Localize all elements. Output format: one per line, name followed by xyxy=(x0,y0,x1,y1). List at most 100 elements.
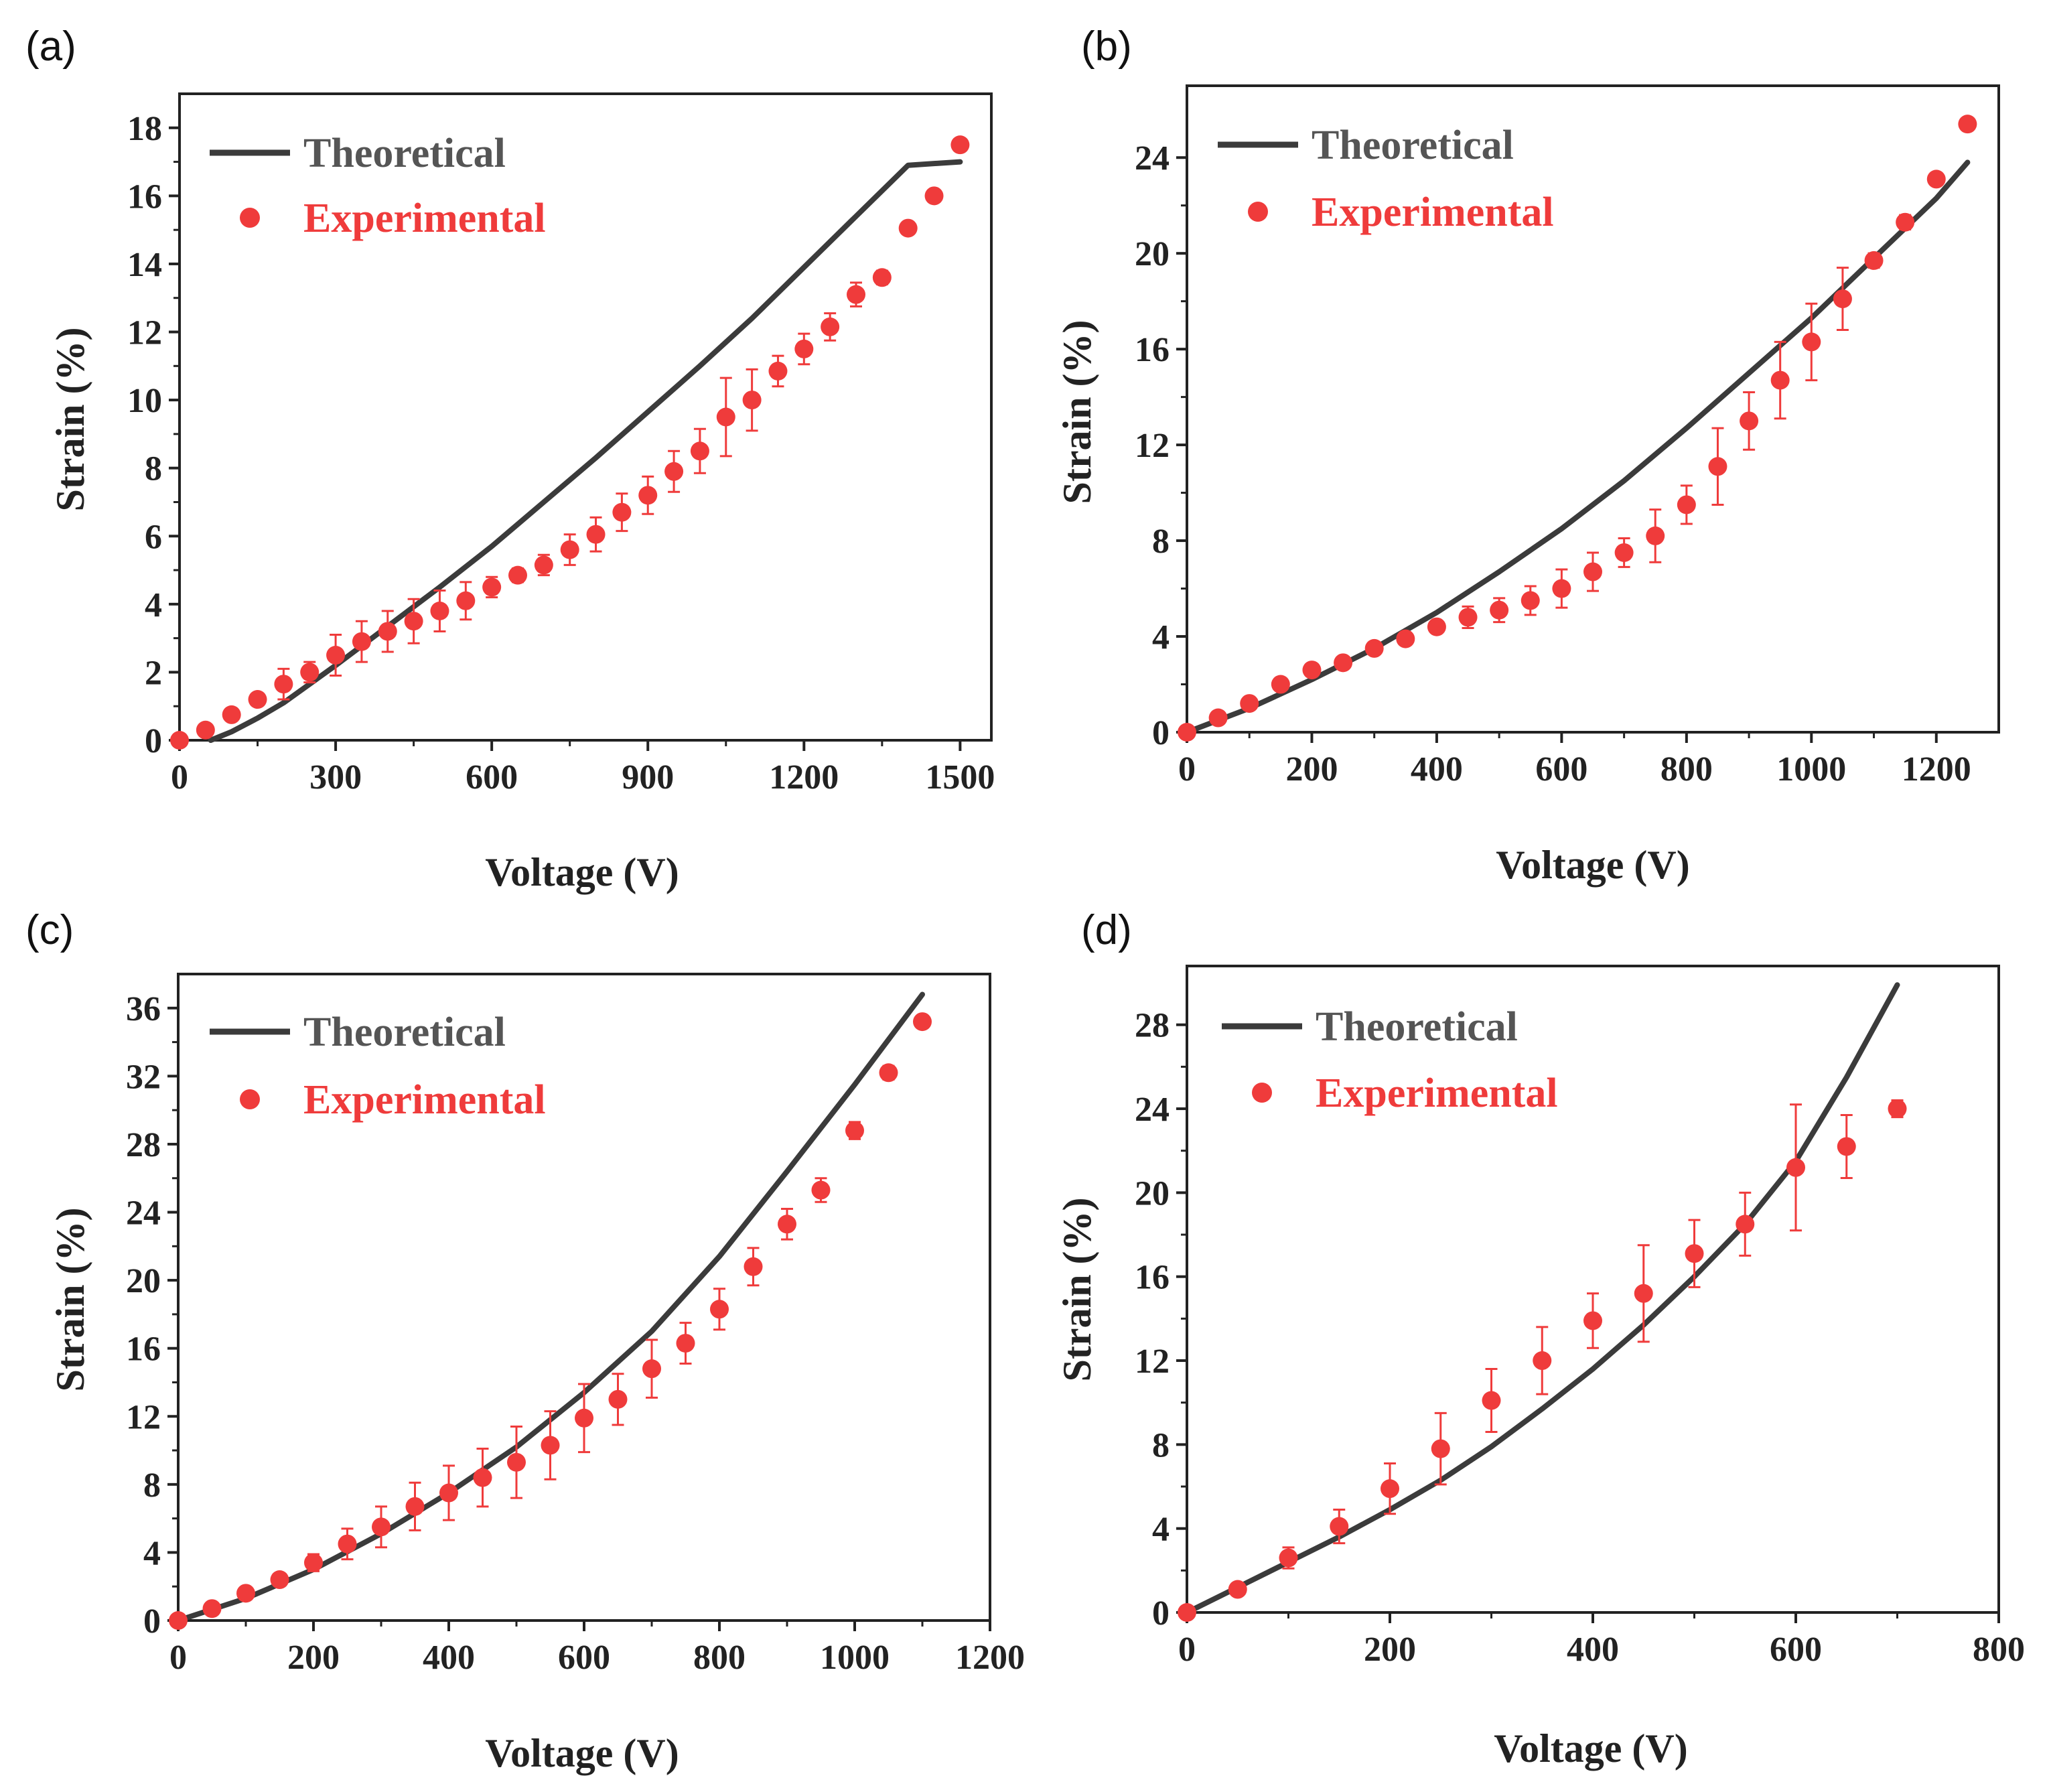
y-tick-label: 12 xyxy=(1135,427,1170,465)
experimental-point xyxy=(1833,289,1852,309)
experimental-point xyxy=(1334,653,1353,673)
legend-experimental-label: Experimental xyxy=(1316,1071,1558,1116)
experimental-point xyxy=(710,1300,729,1319)
y-tick-label: 16 xyxy=(126,1330,161,1369)
plot-area: 0 300 600 900 1200 1500 0 2 4 6 8 10 12 14 16 18 xyxy=(127,92,995,797)
y-axis-title: Strain (%) xyxy=(1055,320,1099,504)
experimental-point xyxy=(1533,1351,1552,1371)
y-tick-label: 8 xyxy=(1152,1426,1170,1464)
experimental-point xyxy=(1802,332,1821,352)
experimental-point xyxy=(1208,708,1228,728)
legend-experimental-label: Experimental xyxy=(303,196,546,241)
y-tick-label: 0 xyxy=(1152,1594,1170,1633)
experimental-point xyxy=(1685,1244,1704,1263)
experimental-point xyxy=(1228,1580,1247,1599)
experimental-point xyxy=(1427,617,1446,636)
y-tick-label: 10 xyxy=(127,382,162,420)
panel-label: (d) xyxy=(1081,907,1132,953)
experimental-point xyxy=(1740,411,1759,431)
panel-b: (b) Strain (%) Voltage (V) 0 200 400 600 800… xyxy=(1055,23,2000,887)
experimental-point xyxy=(1837,1137,1856,1156)
experimental-point xyxy=(352,632,371,651)
y-tick-label: 4 xyxy=(145,586,162,624)
experimental-point xyxy=(456,591,476,610)
experimental-point xyxy=(1330,1517,1349,1536)
x-tick-label: 400 xyxy=(1567,1631,1619,1669)
experimental-point xyxy=(872,268,892,287)
experimental-point xyxy=(924,186,944,206)
y-tick-label: 8 xyxy=(1152,523,1170,561)
experimental-point xyxy=(534,555,553,575)
y-axis-title: Strain (%) xyxy=(1055,1198,1099,1382)
legend-experimental-marker xyxy=(1252,1083,1272,1103)
x-tick-label: 400 xyxy=(423,1639,475,1677)
experimental-point xyxy=(950,135,970,155)
experimental-point xyxy=(1396,629,1415,648)
experimental-point xyxy=(1302,661,1322,680)
experimental-point xyxy=(1490,600,1509,620)
experimental-point xyxy=(270,1570,289,1590)
y-tick-label: 28 xyxy=(126,1126,161,1164)
y-tick-label: 20 xyxy=(126,1262,161,1300)
panel-d: (d) Strain (%) Voltage (V) 0 200 400 600 800… xyxy=(1055,907,2025,1771)
experimental-point xyxy=(1178,1603,1196,1622)
experimental-point xyxy=(170,731,189,750)
experimental-point xyxy=(405,1497,425,1516)
experimental-point xyxy=(1279,1548,1298,1568)
y-tick-label: 12 xyxy=(127,314,162,352)
experimental-point xyxy=(1786,1158,1805,1177)
experimental-point xyxy=(1583,562,1602,581)
x-tick-label: 600 xyxy=(1770,1631,1822,1669)
experimental-point xyxy=(586,525,606,544)
y-tick-label: 18 xyxy=(127,110,162,148)
y-tick-label: 14 xyxy=(127,246,162,284)
experimental-point xyxy=(372,1517,391,1537)
y-tick-label: 4 xyxy=(1152,618,1170,657)
legend: Theoretical Experimental xyxy=(1222,1004,1558,1116)
experimental-point xyxy=(222,705,241,724)
y-tick-label: 24 xyxy=(126,1194,161,1233)
experimental-point xyxy=(1552,579,1571,598)
experimental-point xyxy=(507,1452,526,1472)
x-tick-label: 1200 xyxy=(955,1639,1025,1677)
experimental-point xyxy=(1926,169,1946,189)
plot-frame xyxy=(1186,84,2000,734)
experimental-point xyxy=(608,1389,628,1409)
x-tick-label: 1500 xyxy=(925,758,995,797)
y-tick-label: 6 xyxy=(145,518,162,556)
plot-area: 0 200 400 600 800 0 4 8 12 16 20 24 28 xyxy=(1135,965,2025,1669)
x-axis-title: Voltage (V) xyxy=(485,850,679,894)
experimental-point xyxy=(430,602,449,620)
experimental-point xyxy=(202,1599,222,1618)
experimental-point xyxy=(716,407,735,427)
y-tick-label: 0 xyxy=(143,1602,161,1641)
experimental-point xyxy=(742,391,762,410)
experimental-point xyxy=(482,577,502,597)
x-tick-label: 600 xyxy=(1535,750,1587,788)
legend: Theoretical Experimental xyxy=(210,131,546,241)
x-tick-label: 1200 xyxy=(1902,750,1971,788)
y-tick-label: 20 xyxy=(1135,235,1170,273)
panel-c: (c) Strain (%) Voltage (V) 0 200 400 600 800… xyxy=(25,907,1025,1775)
y-tick-label: 24 xyxy=(1135,1091,1170,1129)
y-axis-title: Strain (%) xyxy=(48,1208,92,1392)
panel-label: (b) xyxy=(1081,23,1132,70)
experimental-point xyxy=(1677,495,1696,514)
experimental-point xyxy=(913,1012,932,1032)
x-tick-label: 1000 xyxy=(820,1639,890,1677)
experimental-point xyxy=(248,690,267,709)
x-tick-label: 0 xyxy=(169,1639,187,1677)
experimental-point xyxy=(612,502,632,522)
experimental-point xyxy=(1178,723,1196,742)
y-tick-label: 36 xyxy=(126,990,161,1028)
experimental-point xyxy=(196,720,215,740)
y-tick-label: 4 xyxy=(143,1534,161,1572)
experimental-point xyxy=(236,1584,255,1603)
theoretical-line xyxy=(208,159,963,743)
experimental-point xyxy=(1896,212,1915,232)
experimental-point xyxy=(821,317,840,336)
experimental-point xyxy=(338,1534,357,1554)
x-tick-label: 200 xyxy=(1285,750,1338,788)
experimental-point xyxy=(847,285,865,304)
